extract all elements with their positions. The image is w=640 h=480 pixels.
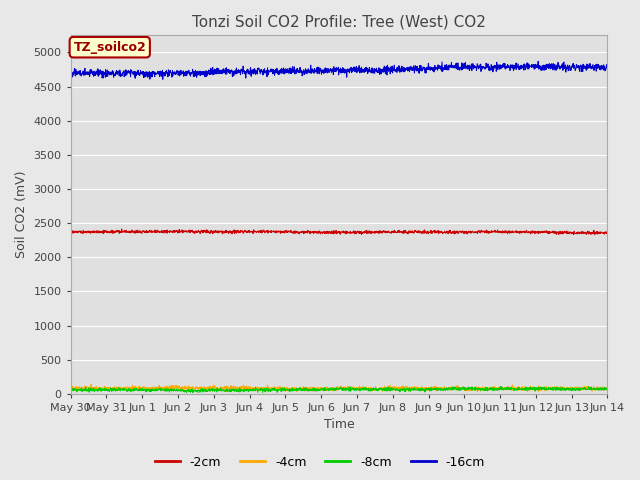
X-axis label: Time: Time (324, 419, 355, 432)
Text: TZ_soilco2: TZ_soilco2 (74, 41, 146, 54)
Title: Tonzi Soil CO2 Profile: Tree (West) CO2: Tonzi Soil CO2 Profile: Tree (West) CO2 (192, 15, 486, 30)
Legend: -2cm, -4cm, -8cm, -16cm: -2cm, -4cm, -8cm, -16cm (150, 451, 490, 474)
Y-axis label: Soil CO2 (mV): Soil CO2 (mV) (15, 171, 28, 258)
